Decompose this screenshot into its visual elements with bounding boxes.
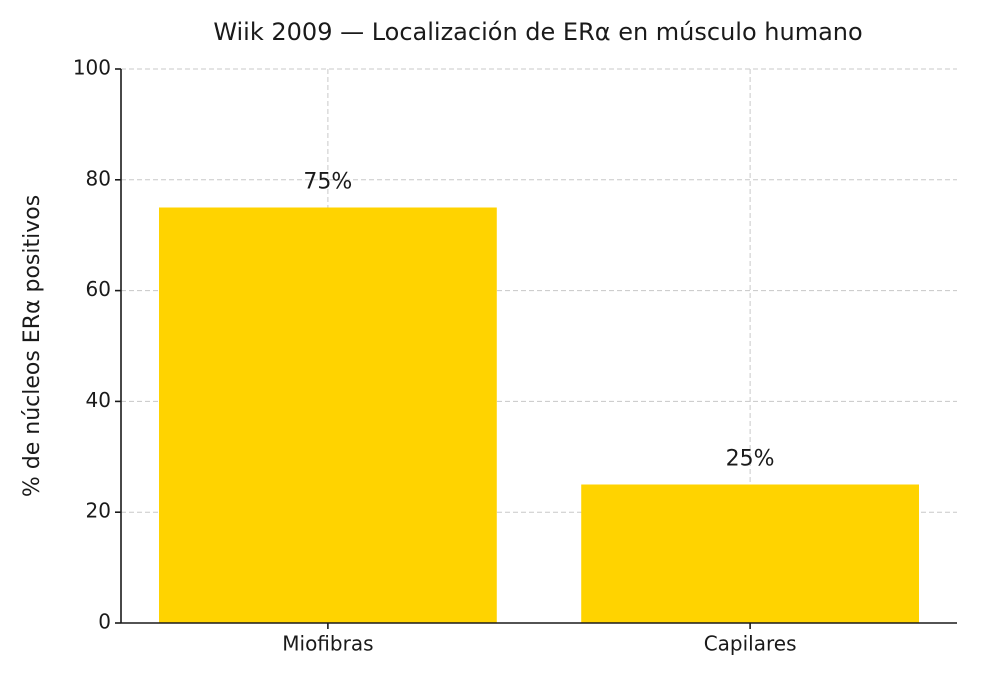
- y-tick-label: 20: [86, 499, 111, 523]
- bar: [581, 484, 919, 623]
- y-tick-label: 60: [86, 277, 111, 301]
- y-tick-label: 80: [86, 166, 111, 190]
- y-tick-label: 0: [98, 610, 111, 634]
- value-label: 25%: [726, 447, 775, 472]
- y-tick-label: 40: [86, 388, 111, 412]
- x-tick-label: Miofibras: [282, 632, 373, 656]
- chart-title: Wiik 2009 — Localización de ERα en múscu…: [213, 18, 862, 46]
- x-tick-label: Capilares: [704, 632, 797, 656]
- value-label: 75%: [303, 170, 352, 195]
- y-axis-label: % de núcleos ERα positivos: [20, 195, 45, 497]
- bar: [159, 207, 497, 623]
- y-tick-label: 100: [73, 56, 111, 80]
